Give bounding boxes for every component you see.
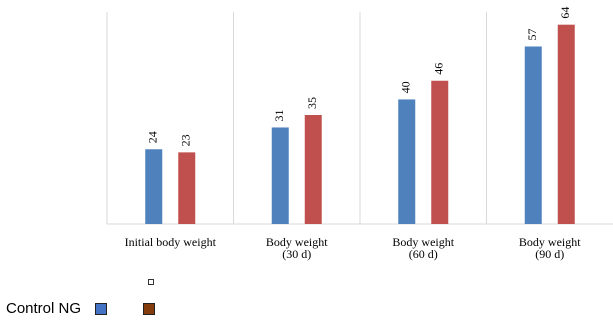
data-label: 46: [432, 63, 446, 75]
bar: [304, 115, 322, 224]
bar: [557, 24, 575, 224]
bar: [271, 127, 289, 224]
legend-label: Control NG: [6, 300, 82, 317]
category-label: Body weight: [519, 235, 581, 249]
data-label: 24: [146, 131, 160, 143]
bar: [431, 80, 449, 224]
bar: [178, 152, 196, 224]
category-label: (30 d): [282, 247, 311, 261]
legend-swatch-brown: [143, 302, 156, 315]
data-label: 35: [305, 97, 319, 109]
bar: [145, 149, 163, 224]
bar: [524, 46, 542, 224]
category-label: Body weight: [266, 235, 328, 249]
data-label: 64: [558, 7, 572, 19]
legend: Control NG: [6, 300, 156, 317]
category-label: Initial body weight: [125, 235, 217, 249]
bar: [398, 99, 416, 224]
chart-bars: [145, 24, 575, 224]
data-label: 23: [179, 134, 193, 146]
data-label: 31: [272, 109, 286, 121]
legend-marker-box: [148, 279, 154, 285]
category-label: (60 d): [409, 247, 438, 261]
legend-swatch-blue: [95, 302, 108, 315]
data-label: 40: [399, 81, 413, 93]
category-label: Body weight: [392, 235, 454, 249]
data-label: 57: [525, 28, 539, 40]
category-label: (90 d): [535, 247, 564, 261]
